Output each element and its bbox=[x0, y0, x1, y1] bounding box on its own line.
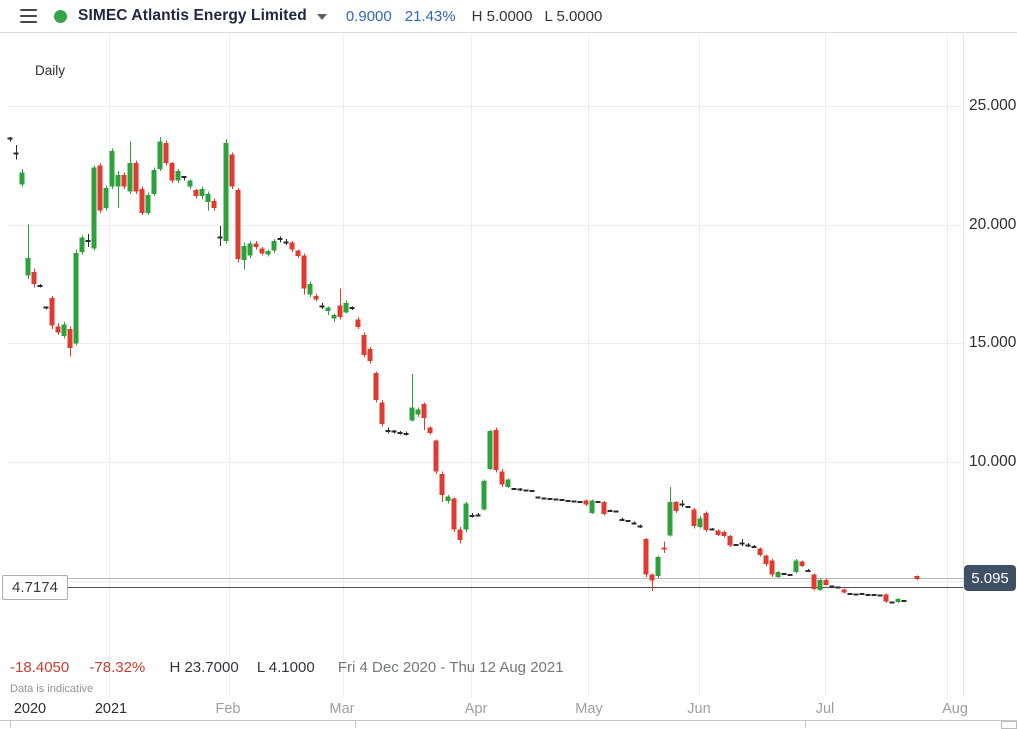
x-axis-label-feb: Feb bbox=[215, 701, 241, 717]
x-axis-label-2020: 2020 bbox=[13, 701, 47, 717]
day-low: L 5.0000 bbox=[544, 7, 603, 25]
instrument-title: SIMEC Atlantis Energy Limited bbox=[78, 7, 307, 24]
x-axis-label-2021: 2021 bbox=[94, 701, 128, 717]
scrollbar-tick bbox=[805, 721, 806, 728]
scrollbar-tick bbox=[10, 721, 11, 728]
change-value: 0.9000 bbox=[345, 7, 392, 25]
range-change-value: -18.4050 bbox=[10, 659, 70, 676]
y-axis-label-15: 15.000 bbox=[969, 334, 1017, 351]
range-change-percent: -78.32% bbox=[89, 659, 146, 676]
y-axis-label-20: 20.000 bbox=[969, 216, 1017, 233]
x-axis-label-jul: Jul bbox=[815, 701, 835, 717]
scrollbar-handle[interactable] bbox=[1001, 721, 1017, 729]
range-low: L 4.1000 bbox=[256, 659, 315, 676]
scrollbar-tick bbox=[355, 721, 356, 728]
x-axis-label-mar: Mar bbox=[329, 701, 355, 717]
timeframe-label: Daily bbox=[35, 63, 66, 78]
current-price-badge: 5.095 bbox=[964, 565, 1016, 591]
change-percent: 21.43% bbox=[404, 7, 456, 25]
session-high-low: H 5.0000 L 5.0000 bbox=[472, 8, 603, 25]
day-high: H 5.0000 bbox=[471, 7, 533, 25]
x-axis-label-jun: Jun bbox=[687, 701, 711, 717]
menu-hamburger-icon[interactable] bbox=[20, 9, 37, 23]
date-range: Fri 4 Dec 2020 - Thu 12 Aug 2021 bbox=[337, 659, 564, 676]
x-axis-label-aug: Aug bbox=[942, 701, 968, 717]
market-open-dot-icon bbox=[54, 9, 67, 23]
level-price-label: 4.7174 bbox=[2, 575, 68, 600]
chevron-down-icon bbox=[316, 14, 327, 20]
y-axis-label-10: 10.000 bbox=[969, 453, 1017, 470]
y-axis-label-25: 25.000 bbox=[969, 97, 1017, 114]
x-axis-label-may: May bbox=[575, 701, 603, 717]
instrument-selector[interactable]: SIMEC Atlantis Energy Limited bbox=[78, 7, 327, 25]
range-high: H 23.7000 bbox=[169, 659, 239, 676]
x-axis-label-apr: Apr bbox=[464, 701, 488, 717]
data-indicative-disclaimer: Data is indicative bbox=[10, 683, 94, 695]
range-summary-row: -18.4050 -78.32% H 23.7000 L 4.1000 Fri … bbox=[10, 659, 564, 676]
header-bar: SIMEC Atlantis Energy Limited 0.9000 21.… bbox=[0, 0, 1017, 33]
